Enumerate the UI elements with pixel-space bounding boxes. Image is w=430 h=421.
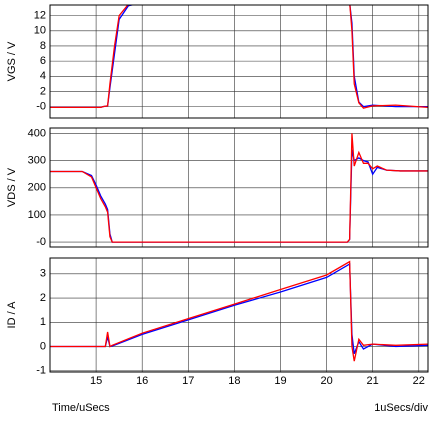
plot-frame <box>49 127 429 248</box>
y-axis-label: VDS / V <box>6 167 18 207</box>
y-tick-label: -1 <box>36 365 46 377</box>
x-axis-label: Time/uSecs <box>52 402 110 414</box>
x-tick-label: 18 <box>228 375 240 387</box>
y-tick-label: 12 <box>34 10 46 22</box>
x-tick-label: 19 <box>274 375 286 387</box>
plot-frame <box>49 4 429 119</box>
y-tick-label: 1 <box>40 316 46 328</box>
series-line <box>50 133 428 243</box>
y-tick-label: 3 <box>40 268 46 280</box>
y-tick-label: 200 <box>28 182 46 194</box>
y-tick-label: 300 <box>28 155 46 167</box>
y-tick-label: -0 <box>36 236 46 248</box>
y-tick-label: 4 <box>40 70 46 82</box>
y-tick-label: 2 <box>40 292 46 304</box>
plot-frame <box>49 257 429 373</box>
plot-area <box>50 258 428 372</box>
x-tick-label: 17 <box>182 375 194 387</box>
series-line <box>50 5 428 109</box>
x-tick-label: 22 <box>413 375 425 387</box>
y-axis-label: VGS / V <box>6 41 18 81</box>
x-tick-label: 15 <box>90 375 102 387</box>
y-tick-label: 2 <box>40 85 46 97</box>
x-tick-label: 16 <box>136 375 148 387</box>
y-tick-label: 6 <box>40 55 46 67</box>
scale-note: 1uSecs/div <box>374 402 428 414</box>
x-tick-label: 20 <box>320 375 332 387</box>
y-tick-label: 8 <box>40 40 46 52</box>
y-axis-label: ID / A <box>6 301 18 329</box>
y-tick-label: 0 <box>40 340 46 352</box>
y-tick-label: -0 <box>36 101 46 113</box>
y-tick-label: 100 <box>28 209 46 221</box>
y-tick-label: 10 <box>34 25 46 37</box>
series-line <box>50 260 428 362</box>
x-tick-label: 21 <box>367 375 379 387</box>
plot-area <box>50 5 428 118</box>
y-tick-label: 400 <box>28 127 46 139</box>
